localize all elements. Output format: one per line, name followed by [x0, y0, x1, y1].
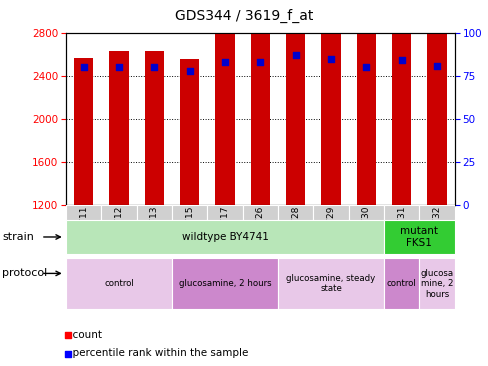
Text: glucosa
mine, 2
hours: glucosa mine, 2 hours	[420, 269, 453, 299]
Bar	[278, 258, 383, 309]
Bar	[66, 220, 383, 254]
Bar	[144, 51, 164, 205]
Text: control: control	[104, 279, 134, 288]
Bar	[321, 0, 340, 205]
Bar	[250, 16, 269, 205]
Text: GSM6711: GSM6711	[79, 206, 88, 249]
Text: mutant
FKS1: mutant FKS1	[400, 226, 438, 248]
Bar	[383, 258, 419, 309]
Bar	[180, 59, 199, 205]
Bar	[419, 205, 454, 220]
Bar	[172, 258, 278, 309]
Text: control: control	[386, 279, 416, 288]
Bar	[391, 0, 410, 205]
Text: protocol: protocol	[2, 268, 48, 279]
Bar	[427, 22, 446, 205]
Text: strain: strain	[2, 232, 34, 242]
Point	[185, 68, 193, 74]
Bar	[383, 220, 454, 254]
Text: count: count	[66, 330, 102, 340]
Bar	[242, 205, 278, 220]
Text: GSM6731: GSM6731	[396, 206, 406, 249]
Point	[115, 64, 122, 70]
Text: GSM6713: GSM6713	[149, 206, 159, 249]
Text: wildtype BY4741: wildtype BY4741	[181, 232, 268, 242]
Point	[326, 56, 334, 62]
Bar	[207, 205, 242, 220]
Point	[221, 59, 228, 65]
Bar	[383, 205, 419, 220]
Bar	[172, 205, 207, 220]
Bar	[66, 205, 101, 220]
Bar	[356, 31, 375, 205]
Point	[291, 52, 299, 58]
Point	[64, 351, 72, 356]
Text: GSM6717: GSM6717	[220, 206, 229, 249]
Text: GSM6730: GSM6730	[361, 206, 370, 249]
Text: GSM6729: GSM6729	[326, 206, 335, 249]
Bar	[109, 51, 128, 205]
Point	[64, 332, 72, 337]
Point	[80, 64, 87, 70]
Point	[397, 57, 405, 63]
Point	[362, 64, 369, 70]
Text: GSM6728: GSM6728	[291, 206, 300, 249]
Bar	[66, 258, 172, 309]
Point	[150, 64, 158, 70]
Text: percentile rank within the sample: percentile rank within the sample	[66, 348, 248, 358]
Bar	[278, 205, 313, 220]
Bar	[313, 205, 348, 220]
Point	[432, 63, 440, 68]
Text: glucosamine, 2 hours: glucosamine, 2 hours	[179, 279, 271, 288]
Text: GSM6726: GSM6726	[255, 206, 264, 249]
Bar	[137, 205, 172, 220]
Bar	[74, 58, 93, 205]
Bar	[215, 14, 234, 205]
Bar	[348, 205, 383, 220]
Text: GDS344 / 3619_f_at: GDS344 / 3619_f_at	[175, 9, 313, 23]
Text: glucosamine, steady
state: glucosamine, steady state	[286, 274, 375, 294]
Text: GSM6712: GSM6712	[114, 206, 123, 249]
Bar	[101, 205, 137, 220]
Bar	[285, 0, 305, 205]
Text: GSM6715: GSM6715	[185, 206, 194, 249]
Point	[256, 59, 264, 65]
Text: GSM6732: GSM6732	[432, 206, 441, 249]
Bar	[419, 258, 454, 309]
